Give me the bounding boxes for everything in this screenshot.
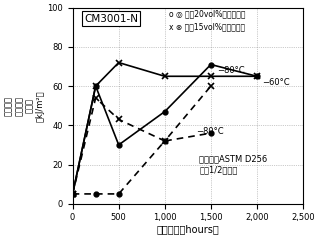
- X-axis label: 浸渍时间（hours）: 浸渍时间（hours）: [156, 224, 219, 234]
- Text: −60°C: −60°C: [263, 78, 290, 87]
- Text: CM3001-N: CM3001-N: [84, 14, 138, 24]
- Text: −80°C: −80°C: [217, 66, 245, 75]
- Y-axis label: 最夏落冲
强度（无
缺口）
（kJ/m²）: 最夏落冲 强度（无 缺口） （kJ/m²）: [4, 90, 44, 122]
- Text: 试验片：ASTM D256
（宽1/2英寸）: 试验片：ASTM D256 （宽1/2英寸）: [199, 155, 268, 174]
- Text: o ◎ 混分20vol%乙醇的汽油
x ⊗ 混分15vol%甲醇的汽油: o ◎ 混分20vol%乙醇的汽油 x ⊗ 混分15vol%甲醇的汽油: [169, 10, 246, 31]
- Text: −80°C: −80°C: [196, 127, 224, 136]
